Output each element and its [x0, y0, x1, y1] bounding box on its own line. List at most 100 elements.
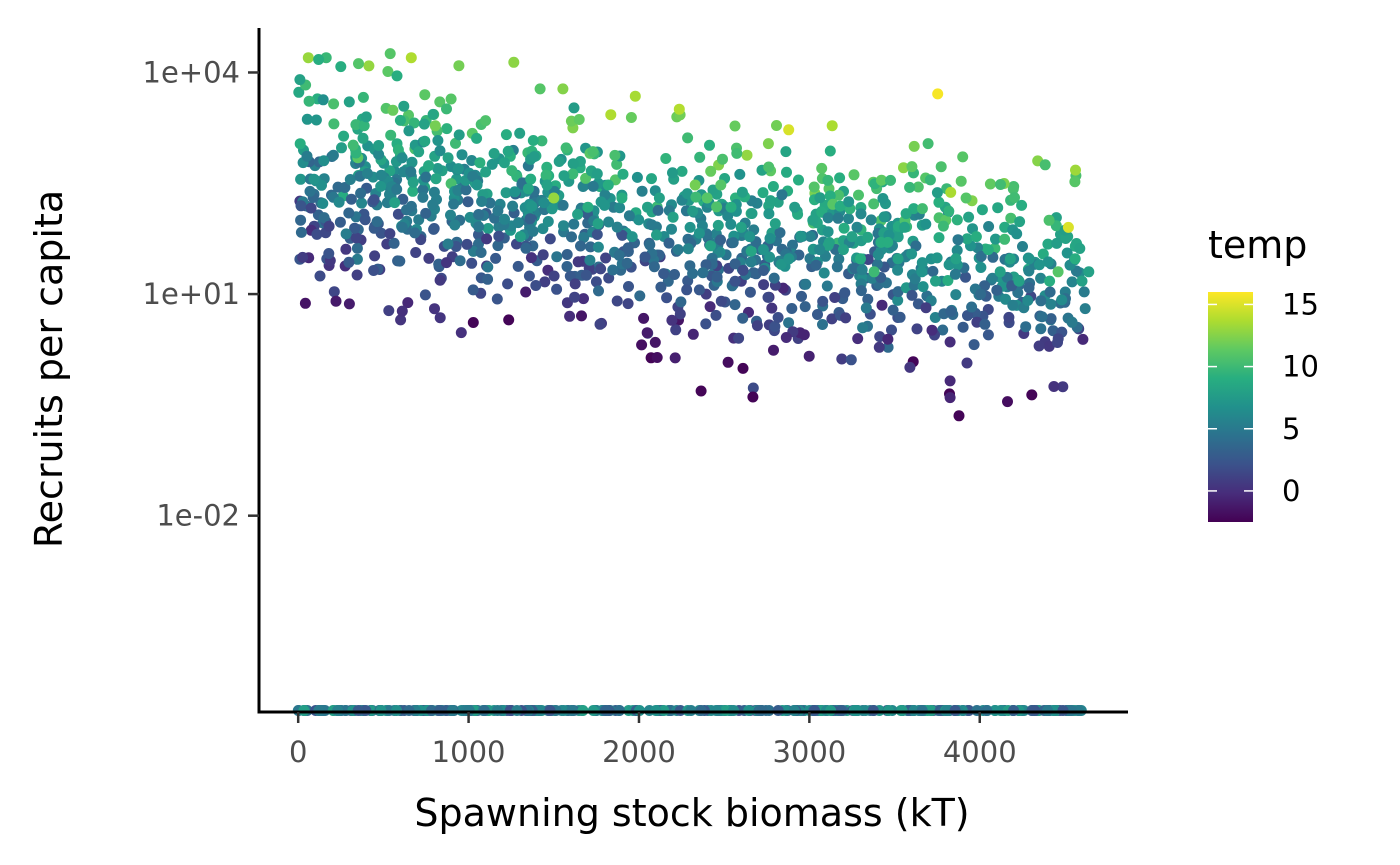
data-point — [623, 281, 634, 292]
data-point — [916, 266, 928, 278]
data-point — [911, 323, 923, 335]
data-point — [868, 198, 880, 210]
data-point — [722, 210, 734, 222]
data-point — [330, 295, 342, 307]
data-point — [701, 192, 713, 204]
data-point — [666, 314, 678, 326]
data-point — [371, 216, 383, 228]
data-point — [932, 88, 944, 100]
data-point — [800, 278, 812, 290]
data-point — [473, 221, 485, 233]
data-point — [955, 175, 967, 187]
data-point — [736, 186, 748, 198]
data-point — [638, 312, 650, 324]
data-point — [347, 139, 359, 151]
data-point — [633, 214, 645, 226]
data-point — [824, 190, 836, 202]
data-point — [317, 94, 329, 106]
data-point — [572, 256, 584, 268]
data-point — [520, 242, 532, 254]
data-point — [551, 283, 563, 295]
data-point — [799, 301, 811, 313]
data-point — [976, 204, 988, 216]
data-point — [660, 153, 672, 164]
data-point — [906, 248, 918, 260]
data-point — [717, 153, 728, 165]
data-point — [434, 96, 446, 108]
data-point — [676, 165, 688, 177]
data-point — [318, 212, 330, 224]
data-point — [345, 193, 357, 205]
data-point — [603, 216, 615, 228]
data-point — [916, 257, 928, 269]
data-point — [744, 231, 756, 243]
data-point — [1057, 381, 1069, 393]
data-point — [410, 247, 422, 258]
data-point — [474, 157, 486, 169]
data-point — [408, 117, 420, 129]
data-point — [780, 332, 792, 343]
data-point — [822, 174, 834, 186]
data-point — [906, 161, 918, 173]
data-point — [394, 255, 406, 267]
data-point — [336, 142, 347, 154]
data-point — [945, 305, 957, 317]
data-point — [357, 91, 369, 103]
y-axis-ticks: 1e+04 1e+01 1e-02 — [143, 55, 259, 533]
data-point — [520, 286, 532, 298]
data-point — [512, 217, 524, 229]
data-point — [391, 183, 403, 195]
data-point — [795, 231, 807, 243]
data-point — [983, 221, 995, 232]
data-point — [882, 341, 894, 353]
data-point — [700, 318, 712, 330]
data-point — [670, 324, 682, 336]
data-point — [775, 258, 787, 270]
data-point — [1020, 321, 1032, 333]
data-point — [826, 120, 838, 132]
data-point — [546, 203, 558, 215]
data-point — [757, 187, 769, 199]
data-point — [396, 221, 408, 233]
data-point — [548, 270, 560, 282]
data-point — [461, 238, 473, 250]
data-point — [488, 148, 500, 159]
data-point — [631, 171, 643, 183]
data-point — [780, 146, 792, 158]
data-point — [413, 214, 425, 226]
data-point — [527, 225, 539, 237]
data-point — [557, 199, 569, 211]
data-point — [611, 295, 623, 307]
data-point — [876, 299, 888, 311]
data-point — [316, 179, 327, 191]
data-point — [318, 155, 330, 167]
data-point — [508, 56, 520, 68]
data-point — [715, 179, 727, 191]
data-point — [764, 233, 776, 244]
data-point — [506, 165, 518, 177]
data-point — [909, 273, 921, 285]
data-point — [892, 253, 904, 265]
data-point — [413, 146, 425, 158]
data-point — [609, 149, 621, 161]
data-point — [1061, 247, 1073, 259]
data-point — [1052, 266, 1064, 278]
data-point — [500, 187, 512, 199]
data-point — [420, 171, 432, 183]
data-point — [524, 213, 536, 225]
data-point — [587, 180, 599, 192]
data-point — [525, 173, 537, 185]
data-point — [514, 231, 526, 243]
data-point — [856, 264, 868, 276]
data-point — [340, 243, 352, 255]
data-point — [798, 329, 810, 341]
data-point — [455, 327, 467, 339]
data-point — [434, 145, 446, 157]
data-point — [558, 220, 569, 232]
data-point — [384, 228, 396, 240]
data-point — [407, 176, 419, 188]
data-point — [343, 96, 355, 108]
data-point — [937, 324, 949, 336]
data-point — [916, 203, 928, 215]
data-point — [351, 269, 363, 281]
